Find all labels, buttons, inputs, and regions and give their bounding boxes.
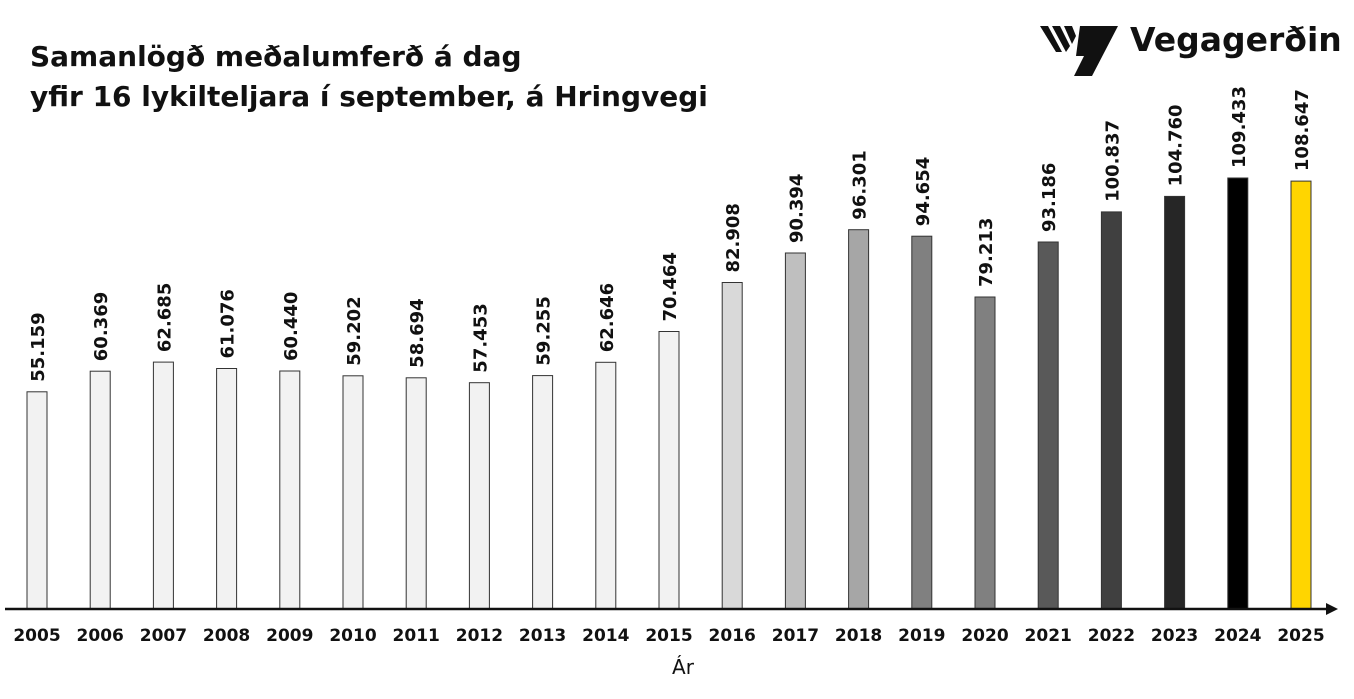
bar-2011 <box>405 377 427 610</box>
chart-title: Samanlögð meðalumferð á dag yfir 16 lyki… <box>30 37 708 117</box>
bar-2009 <box>279 370 301 610</box>
value-label-2011: 58.694 <box>407 298 428 367</box>
bar-2017 <box>784 252 806 610</box>
tick-label-2005: 2005 <box>13 626 60 646</box>
bar-2018 <box>848 229 870 610</box>
tick-label-2007: 2007 <box>140 626 187 646</box>
value-label-2018: 96.301 <box>850 150 871 219</box>
bar-2022 <box>1100 211 1122 610</box>
tick-label-2006: 2006 <box>77 626 124 646</box>
value-label-2006: 60.369 <box>91 292 112 361</box>
tick-label-2024: 2024 <box>1214 626 1261 646</box>
bar-2007 <box>152 361 174 610</box>
value-label-2015: 70.464 <box>660 252 681 321</box>
value-label-2008: 61.076 <box>218 289 239 358</box>
bar-2010 <box>342 375 364 610</box>
value-label-2025: 108.647 <box>1292 89 1313 171</box>
value-label-2021: 93.186 <box>1039 163 1060 232</box>
x-axis-label: Ár <box>672 655 695 679</box>
bar-2005 <box>26 391 48 610</box>
bar-2019 <box>911 235 933 610</box>
bar-2024 <box>1227 177 1249 610</box>
bars-group <box>26 177 1312 610</box>
bar-2020 <box>974 296 996 610</box>
bar-2013 <box>532 375 554 610</box>
tick-label-2019: 2019 <box>898 626 945 646</box>
value-label-2010: 59.202 <box>344 296 365 365</box>
value-label-2007: 62.685 <box>154 283 175 352</box>
tick-label-2020: 2020 <box>961 626 1008 646</box>
value-label-2017: 90.394 <box>786 174 807 243</box>
tick-label-2025: 2025 <box>1277 626 1324 646</box>
value-label-2013: 59.255 <box>534 296 555 365</box>
tick-label-2015: 2015 <box>645 626 692 646</box>
chart-title-line-1: Samanlögð meðalumferð á dag <box>30 40 522 73</box>
bar-2025 <box>1290 180 1312 610</box>
tick-label-2009: 2009 <box>266 626 313 646</box>
bar-2008 <box>216 368 238 610</box>
bar-2021 <box>1037 241 1059 610</box>
value-label-2012: 57.453 <box>470 303 491 372</box>
tick-label-2016: 2016 <box>709 626 756 646</box>
value-label-2023: 104.760 <box>1166 104 1187 186</box>
bar-2006 <box>89 370 111 610</box>
bar-2023 <box>1164 195 1186 610</box>
vegagerdin-logo-icon <box>1040 26 1118 76</box>
value-label-2020: 79.213 <box>976 218 997 287</box>
bar-2014 <box>595 361 617 610</box>
tick-labels-group: 2005 2006 2007 2008 2009 2010 2011 2012 2013 2014… <box>13 626 1324 646</box>
tick-label-2022: 2022 <box>1088 626 1135 646</box>
tick-label-2008: 2008 <box>203 626 250 646</box>
tick-label-2017: 2017 <box>772 626 819 646</box>
bar-2016 <box>721 282 743 610</box>
bar-2012 <box>468 382 490 610</box>
x-axis <box>5 603 1338 615</box>
value-label-2009: 60.440 <box>281 292 302 361</box>
x-axis-arrow-icon <box>1326 603 1338 615</box>
tick-label-2023: 2023 <box>1151 626 1198 646</box>
tick-label-2011: 2011 <box>393 626 440 646</box>
tick-label-2012: 2012 <box>456 626 503 646</box>
value-label-2019: 94.654 <box>913 157 934 226</box>
brand-name: Vegagerðin <box>1130 20 1342 59</box>
value-label-2005: 55.159 <box>28 312 49 381</box>
tick-label-2014: 2014 <box>582 626 629 646</box>
tick-label-2018: 2018 <box>835 626 882 646</box>
tick-label-2021: 2021 <box>1025 626 1072 646</box>
value-labels-group: 55.159 60.369 62.685 61.076 60.440 59.202 58.6… <box>28 86 1313 382</box>
value-label-2022: 100.837 <box>1102 120 1123 202</box>
value-label-2014: 62.646 <box>597 283 618 352</box>
bar-2015 <box>658 331 680 610</box>
value-label-2016: 82.908 <box>723 203 744 272</box>
tick-label-2010: 2010 <box>329 626 376 646</box>
value-label-2024: 109.433 <box>1229 86 1250 168</box>
brand-logo: Vegagerðin <box>1040 20 1345 78</box>
tick-label-2013: 2013 <box>519 626 566 646</box>
chart-title-line-2: yfir 16 lykilteljara í september, á Hrin… <box>30 80 708 113</box>
